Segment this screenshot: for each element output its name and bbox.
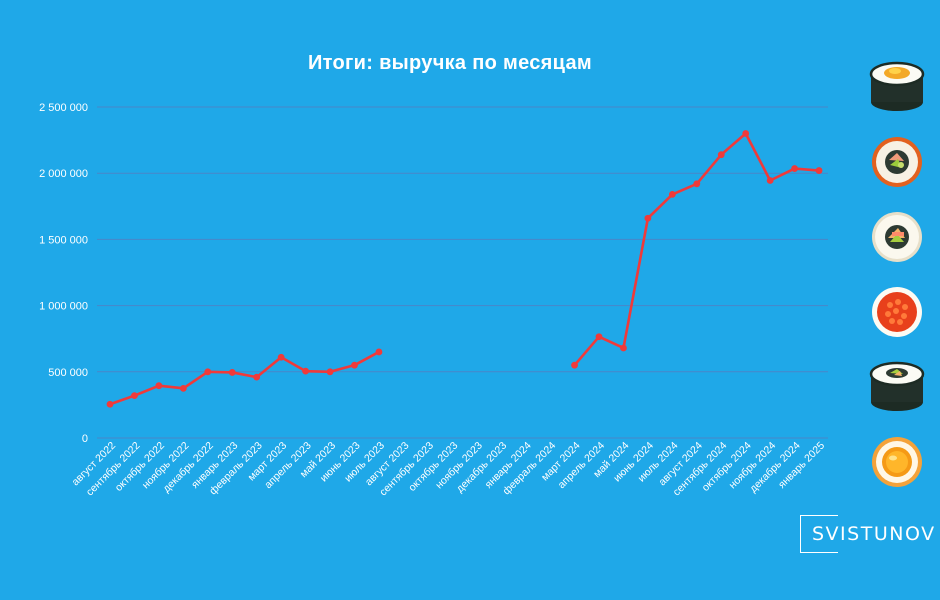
data-point xyxy=(204,368,212,376)
data-point xyxy=(791,165,798,172)
y-tick-label: 1 000 000 xyxy=(39,301,88,313)
y-tick-label: 2 000 000 xyxy=(39,168,88,180)
data-point xyxy=(375,348,383,356)
data-point xyxy=(131,392,138,400)
y-axis-ticks: 0 500 000 1 000 000 1 500 000 2 000 000 2 500… xyxy=(39,102,88,445)
brand-logo: SVISTUNOV xyxy=(800,515,934,553)
data-point xyxy=(620,344,627,352)
series-line-segment xyxy=(109,350,380,406)
data-point xyxy=(155,382,163,390)
brand-logo-text: SVISTUNOV xyxy=(812,523,936,545)
y-tick-label: 1 500 000 xyxy=(39,234,88,246)
data-point xyxy=(717,151,725,159)
series-line-layer xyxy=(109,132,820,406)
y-tick-label: 2 500 000 xyxy=(39,102,88,114)
data-point xyxy=(595,333,603,341)
data-point xyxy=(253,373,261,381)
data-point xyxy=(766,177,774,184)
sushi-roll-seaweed-cucumber-icon xyxy=(869,361,925,411)
sushi-roll-salmon-avocado-icon xyxy=(872,137,922,187)
data-point xyxy=(228,369,236,376)
data-point xyxy=(351,361,358,369)
data-point xyxy=(742,130,750,137)
data-point xyxy=(326,368,334,376)
sushi-roll-egg-yolk-icon xyxy=(872,437,922,487)
data-point xyxy=(179,384,187,392)
series-points-layer xyxy=(106,130,823,408)
data-point xyxy=(106,400,114,408)
chart-title: Итоги: выручка по месяцам xyxy=(308,52,592,74)
data-point xyxy=(571,361,578,369)
series-line-segment xyxy=(573,132,820,367)
brand-logo-frame xyxy=(800,515,838,553)
data-point xyxy=(815,167,823,174)
sushi-roll-egg-icon xyxy=(869,61,925,111)
sushi-roll-crab-avocado-icon xyxy=(872,212,922,262)
data-point xyxy=(693,180,701,188)
data-point xyxy=(302,367,309,375)
data-point xyxy=(644,214,652,222)
sushi-roll-caviar-icon xyxy=(872,287,922,337)
data-point xyxy=(668,190,676,198)
y-tick-label: 500 000 xyxy=(48,367,88,379)
data-point xyxy=(277,353,285,361)
y-tick-label: 0 xyxy=(82,433,88,445)
